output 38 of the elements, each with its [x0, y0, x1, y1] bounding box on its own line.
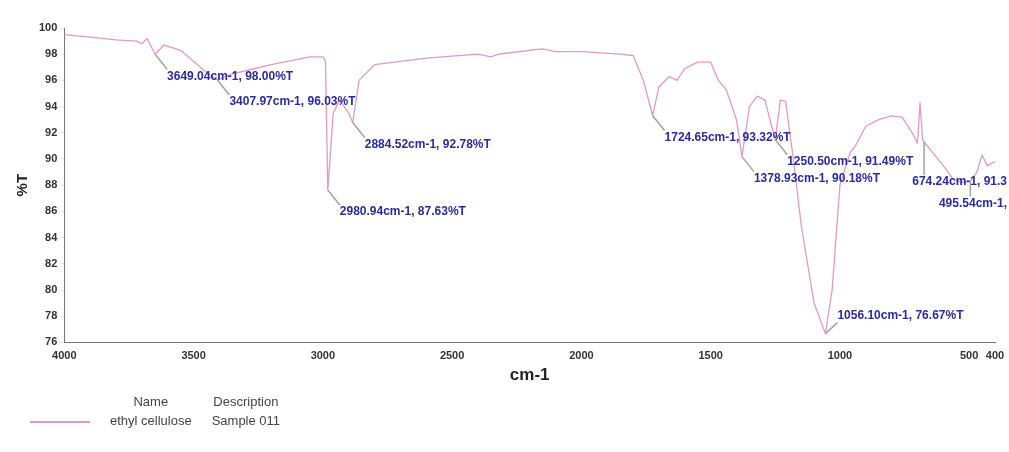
- y-tick-label: 96: [45, 73, 58, 86]
- y-tick-label: 92: [45, 125, 58, 138]
- y-axis-title: %T: [13, 173, 31, 197]
- legend-label: ethyl cellulose: [109, 412, 193, 430]
- annotation: 1056.10cm-1, 76.67%T: [837, 307, 965, 322]
- annotation: 674.24cm-1, 91.3: [912, 174, 1008, 189]
- y-tick-label: 82: [45, 256, 58, 269]
- x-tick-label: 2000: [569, 349, 594, 362]
- y-tick-label: 100: [38, 21, 58, 34]
- y-tick-label: 94: [45, 99, 59, 112]
- annotation: 495.54cm-1,: [938, 195, 1008, 210]
- y-tick-label: 84: [45, 230, 59, 243]
- x-tick-label: 3000: [310, 349, 336, 362]
- annotation: 1378.93cm-1, 90.18%T: [753, 170, 881, 185]
- y-tick-label: 98: [45, 47, 58, 60]
- text: Sample 011: [210, 412, 282, 430]
- annotation: 3407.97cm-1, 96.03%T: [229, 94, 357, 109]
- annotation: 1250.50cm-1, 91.49%T: [787, 153, 914, 168]
- y-tick-label: 78: [45, 309, 58, 322]
- x-axis-title: cm-1: [509, 365, 550, 385]
- x-tick-label: 500: [959, 349, 979, 362]
- y-tick-label: 88: [45, 178, 58, 191]
- y-tick-label: 80: [45, 283, 58, 296]
- annotation: 1724.65cm-1, 93.32%T: [664, 129, 792, 144]
- y-tick-label: 90: [45, 152, 58, 165]
- x-tick-label: 1000: [827, 349, 853, 362]
- x-tick-label: 2500: [439, 349, 465, 362]
- annotation: 2980.94cm-1, 87.63%T: [339, 204, 467, 219]
- x-tick-label: 3500: [181, 349, 206, 362]
- annotation: 2884.52cm-1, 92.78%T: [364, 136, 492, 151]
- annotation: 3649.04cm-1, 98.00%T: [167, 68, 294, 83]
- text: Description: [212, 393, 280, 411]
- x-tick-label: 1500: [698, 349, 723, 362]
- y-tick-label: 76: [45, 335, 58, 348]
- legend-title: Name: [132, 393, 170, 411]
- y-tick-label: 86: [45, 204, 58, 217]
- x-tick-label: 400: [985, 349, 1005, 362]
- x-tick-label: 4000: [52, 349, 77, 362]
